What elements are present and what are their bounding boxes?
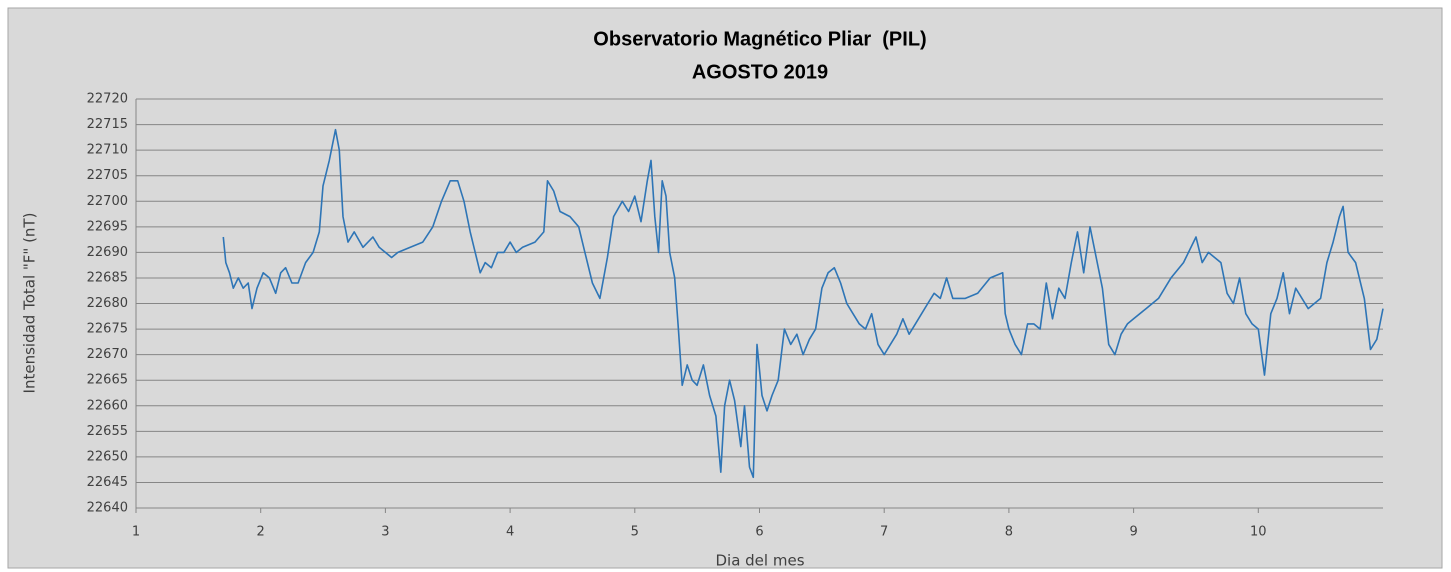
x-tick-label: 9 <box>1129 525 1137 540</box>
y-tick-label: 22665 <box>87 373 128 388</box>
chart-background <box>7 7 1443 569</box>
x-tick-label: 8 <box>1005 525 1013 540</box>
x-tick-label: 7 <box>880 525 888 540</box>
y-tick-label: 22710 <box>87 143 128 158</box>
y-tick-label: 22670 <box>87 347 128 362</box>
y-tick-label: 22640 <box>87 501 128 516</box>
y-tick-label: 22695 <box>87 219 128 234</box>
x-tick-label: 2 <box>257 525 265 540</box>
x-tick-label: 4 <box>506 525 514 540</box>
y-tick-label: 22720 <box>87 92 128 107</box>
y-tick-label: 22650 <box>87 449 128 464</box>
y-tick-label: 22690 <box>87 245 128 260</box>
x-axis-label: Dia del mes <box>715 552 804 570</box>
y-tick-label: 22660 <box>87 398 128 413</box>
x-tick-label: 10 <box>1250 525 1267 540</box>
y-tick-label: 22680 <box>87 296 128 311</box>
x-tick-label: 5 <box>631 525 639 540</box>
y-axis-label: Intensidad Total "F" (nT) <box>21 213 39 394</box>
x-tick-label: 1 <box>132 525 140 540</box>
y-tick-label: 22645 <box>87 475 128 490</box>
y-tick-label: 22675 <box>87 322 128 337</box>
x-tick-label: 3 <box>381 525 389 540</box>
y-tick-label: 22705 <box>87 168 128 183</box>
y-tick-label: 22715 <box>87 117 128 132</box>
x-tick-label: 6 <box>755 525 763 540</box>
data-line <box>222 128 1384 479</box>
chart-title: Observatorio Magnético Pliar (PIL) <box>593 28 926 50</box>
chart-subtitle: AGOSTO 2019 <box>692 61 828 83</box>
y-tick-label: 22685 <box>87 270 128 285</box>
y-tick-label: 22655 <box>87 424 128 439</box>
y-tick-label: 22700 <box>87 194 128 209</box>
